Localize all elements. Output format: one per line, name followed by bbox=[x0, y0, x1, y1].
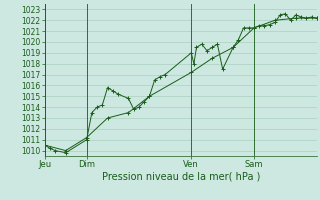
X-axis label: Pression niveau de la mer( hPa ): Pression niveau de la mer( hPa ) bbox=[102, 172, 260, 182]
